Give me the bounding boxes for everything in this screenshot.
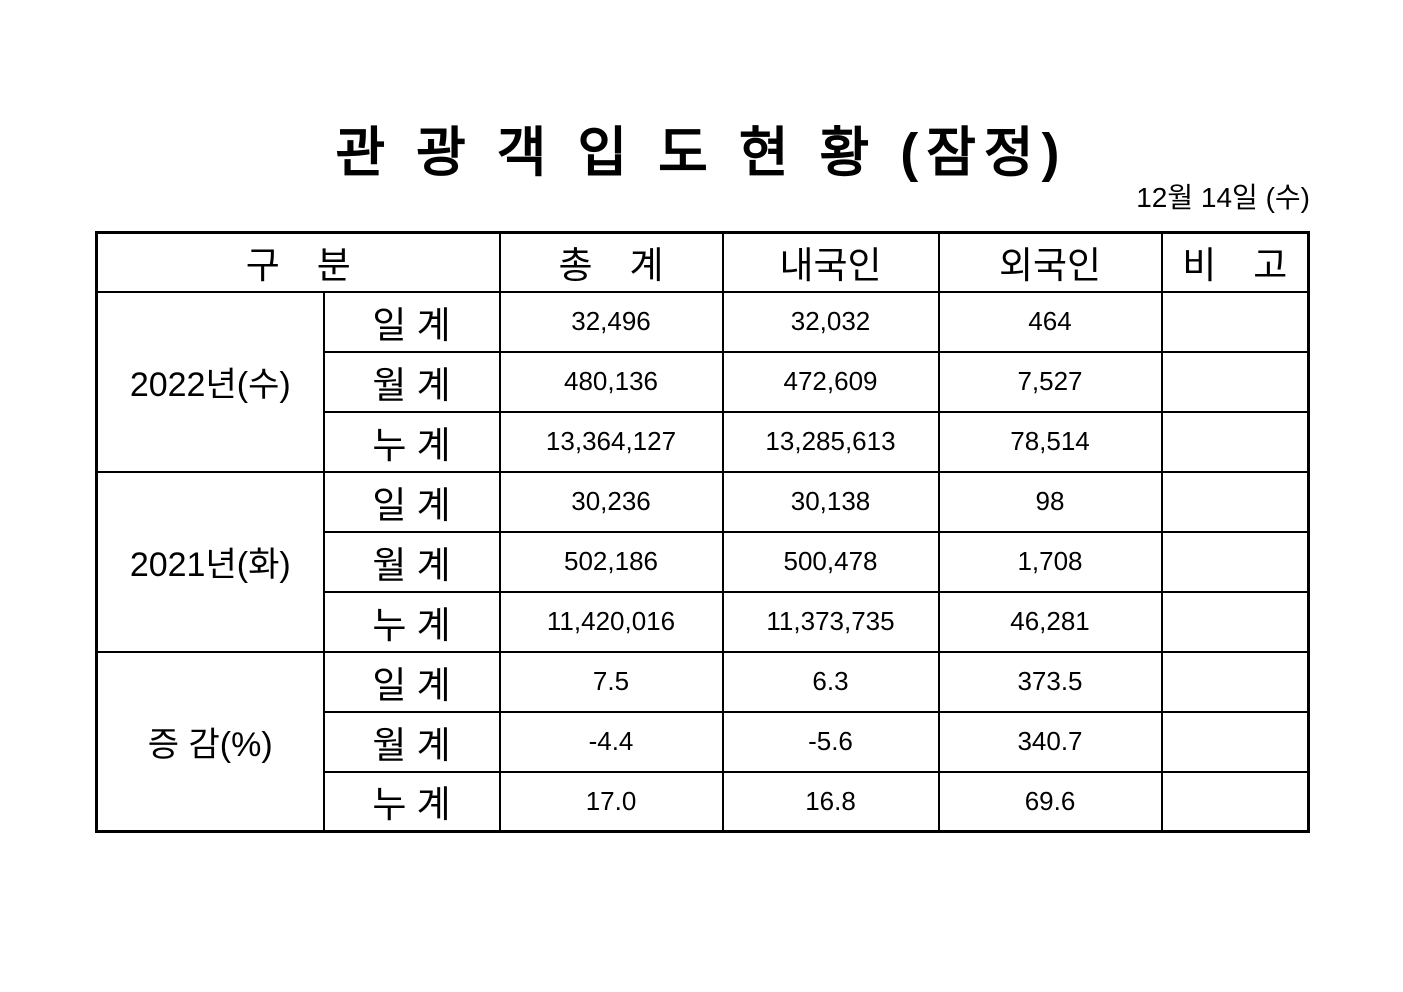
note-cell [1160, 350, 1310, 413]
table-row: 누 계 17.0 16.8 69.6 [97, 770, 1310, 833]
value-total: 11,420,016 [498, 590, 724, 653]
value-domestic: 16.8 [721, 770, 940, 833]
value-domestic: 32,032 [721, 290, 940, 353]
value-foreign: 7,527 [937, 350, 1163, 413]
value-foreign: 78,514 [937, 410, 1163, 473]
table-row: 2022년(수) 일 계 32,496 32,032 464 [95, 290, 1310, 473]
value-foreign: 98 [937, 470, 1163, 533]
value-total: 30,236 [498, 470, 724, 533]
table-row: 누 계 11,420,016 11,373,735 46,281 [97, 590, 1310, 653]
table-row: 월 계 502,186 500,478 1,708 [97, 530, 1310, 593]
table-row: 2021년(화) 일 계 30,236 30,138 98 [95, 470, 1310, 653]
note-cell [1160, 590, 1310, 653]
page-title: 관 광 객 입 도 현 황 (잠정) [335, 123, 1068, 183]
value-foreign: 69.6 [937, 770, 1163, 833]
note-cell [1160, 410, 1310, 473]
group-label-2022: 2022년(수) [95, 290, 325, 473]
value-foreign: 464 [937, 290, 1163, 353]
value-domestic: 13,285,613 [721, 410, 940, 473]
value-total: 13,364,127 [498, 410, 724, 473]
value-domestic: 30,138 [721, 470, 940, 533]
table-row: 월 계 480,136 472,609 7,527 [97, 350, 1310, 413]
value-total: 502,186 [498, 530, 724, 593]
value-domestic: 6.3 [721, 650, 940, 713]
value-foreign: 373.5 [937, 650, 1163, 713]
table-row: 월 계 -4.4 -5.6 340.7 [97, 710, 1310, 773]
group-label-2021: 2021년(화) [95, 470, 325, 653]
header-domestic: 내국인 [721, 231, 940, 293]
value-total: 17.0 [498, 770, 724, 833]
group-label-change: 증 감(%) [95, 650, 325, 833]
note-cell [1160, 710, 1310, 773]
value-domestic: 472,609 [721, 350, 940, 413]
value-foreign: 1,708 [937, 530, 1163, 593]
row-label-cumulative: 누 계 [322, 590, 501, 653]
value-total: -4.4 [498, 710, 724, 773]
row-label-daily: 일 계 [322, 290, 501, 353]
report-date: 12월 14일 (수) [1136, 182, 1310, 213]
note-cell [1160, 530, 1310, 593]
row-label-daily: 일 계 [322, 470, 501, 533]
note-cell [1160, 290, 1310, 353]
row-label-daily: 일 계 [322, 650, 501, 713]
table-header-row: 구 분 총 계 내국인 외국인 비 고 [95, 231, 1310, 293]
header-gubun: 구 분 [95, 231, 501, 293]
value-domestic: -5.6 [721, 710, 940, 773]
note-cell [1160, 650, 1310, 713]
value-total: 7.5 [498, 650, 724, 713]
note-cell [1160, 470, 1310, 533]
value-foreign: 46,281 [937, 590, 1163, 653]
row-label-cumulative: 누 계 [322, 770, 501, 833]
value-domestic: 500,478 [721, 530, 940, 593]
header-total: 총 계 [498, 231, 724, 293]
table-row: 누 계 13,364,127 13,285,613 78,514 [97, 410, 1310, 473]
row-label-monthly: 월 계 [322, 530, 501, 593]
note-cell [1160, 770, 1310, 833]
value-domestic: 11,373,735 [721, 590, 940, 653]
header-note: 비 고 [1160, 231, 1310, 293]
value-foreign: 340.7 [937, 710, 1163, 773]
header-foreign: 외국인 [937, 231, 1163, 293]
table-row: 증 감(%) 일 계 7.5 6.3 373.5 [95, 650, 1310, 833]
row-label-cumulative: 누 계 [322, 410, 501, 473]
row-label-monthly: 월 계 [322, 350, 501, 413]
tourist-arrivals-table: 구 분 총 계 내국인 외국인 비 고 2022년(수) 일 계 32,496 … [95, 231, 1310, 833]
value-total: 32,496 [498, 290, 724, 353]
value-total: 480,136 [498, 350, 724, 413]
row-label-monthly: 월 계 [322, 710, 501, 773]
